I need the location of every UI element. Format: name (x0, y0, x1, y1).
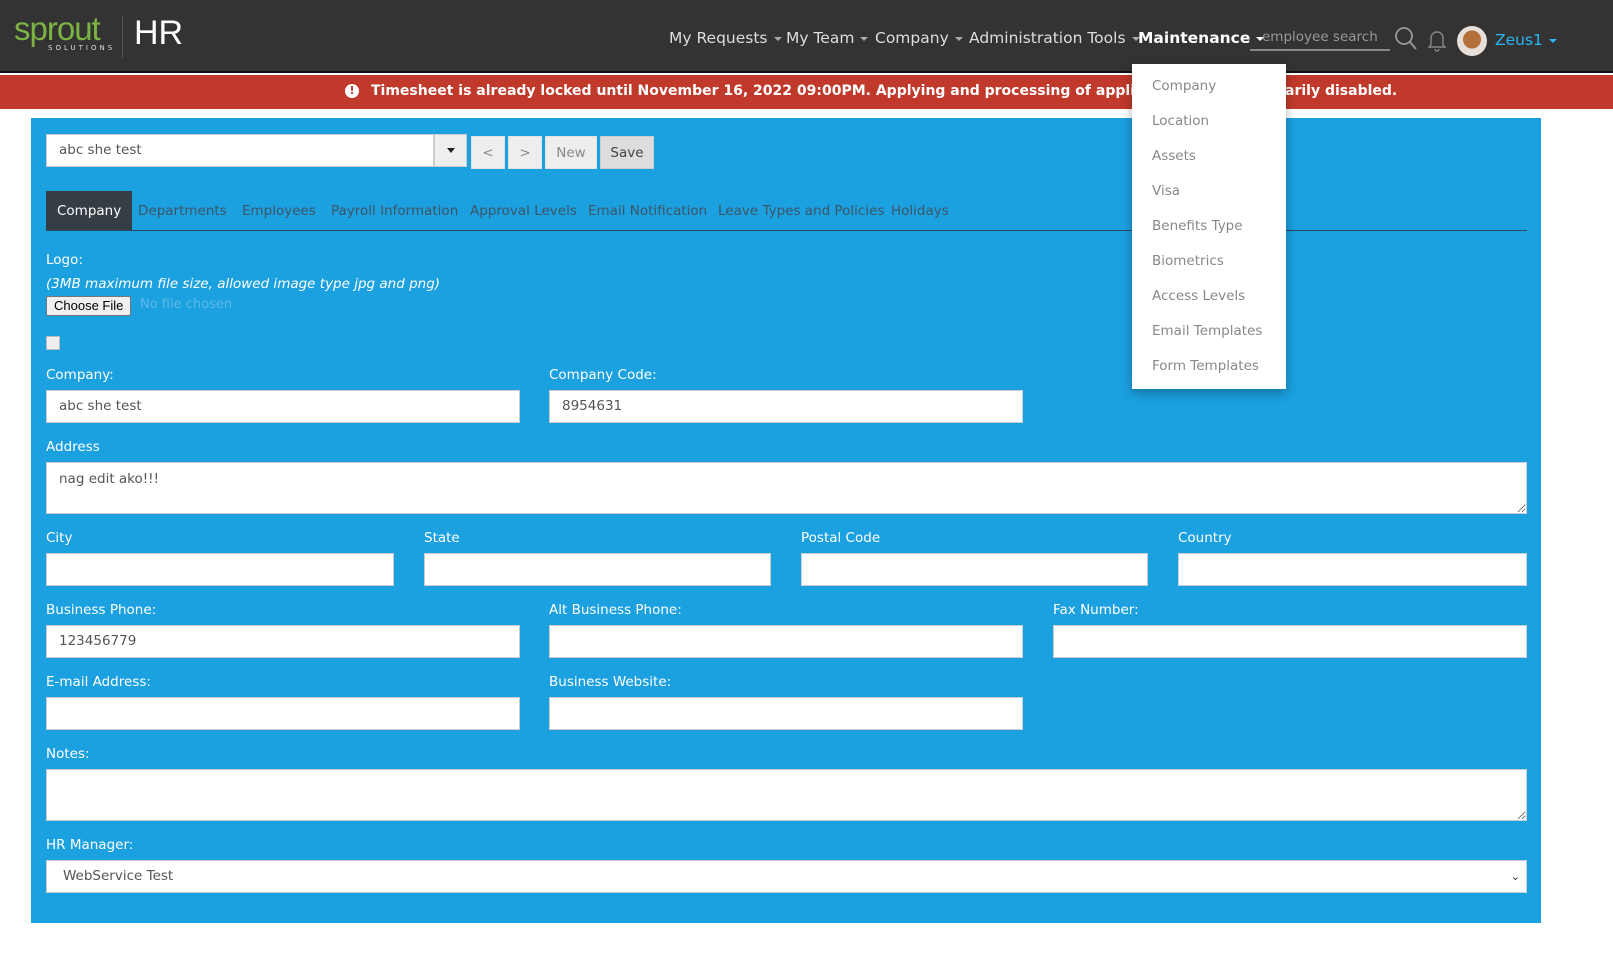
product-name: HR (134, 14, 184, 52)
nav-label: Company (875, 29, 949, 47)
state-label: State (424, 530, 460, 546)
tab-company[interactable]: Company (46, 191, 133, 231)
menu-item-email-templates[interactable]: Email Templates (1152, 323, 1263, 339)
caret-down-icon (1131, 36, 1140, 41)
country-input[interactable] (1178, 553, 1527, 586)
alert-icon: ! (345, 84, 359, 98)
company-code-label: Company Code: (549, 367, 657, 383)
caret-down-icon (773, 36, 782, 41)
top-navbar: sprout SOLUTIONS HR My Requests My Team … (0, 0, 1613, 73)
logo[interactable]: sprout (14, 10, 101, 47)
nav-company[interactable]: Company (875, 29, 963, 47)
bell-icon[interactable] (1427, 28, 1447, 52)
nav-maintenance[interactable]: Maintenance (1138, 29, 1265, 47)
email-input[interactable] (46, 697, 520, 730)
search-icon[interactable] (1394, 26, 1418, 52)
website-input[interactable] (549, 697, 1023, 730)
nav-label: Administration Tools (969, 29, 1126, 47)
logo-hint: (3MB maximum file size, allowed image ty… (46, 276, 441, 292)
chevron-down-icon: ⌄ (1510, 870, 1520, 883)
caret-down-icon (860, 36, 869, 41)
email-label: E-mail Address: (46, 674, 151, 690)
menu-item-access-levels[interactable]: Access Levels (1152, 288, 1246, 304)
tab-leave-types[interactable]: Leave Types and Policies (718, 203, 885, 219)
business-phone-label: Business Phone: (46, 602, 157, 618)
tab-approval-levels[interactable]: Approval Levels (470, 203, 577, 219)
logo-label: Logo: (46, 252, 83, 268)
caret-down-icon (1548, 38, 1557, 43)
caret-down-icon (954, 36, 963, 41)
company-code-input[interactable]: 8954631 (549, 390, 1023, 423)
menu-item-assets[interactable]: Assets (1152, 148, 1196, 164)
logo-subtitle: SOLUTIONS (48, 44, 116, 52)
user-menu[interactable]: Zeus1 (1495, 31, 1557, 49)
choose-file-button[interactable]: Choose File (46, 296, 132, 316)
alt-phone-label: Alt Business Phone: (549, 602, 682, 618)
hr-manager-value: WebService Test (63, 868, 174, 884)
logo-divider (122, 15, 123, 58)
tab-employees[interactable]: Employees (242, 203, 316, 219)
website-label: Business Website: (549, 674, 672, 690)
user-name: Zeus1 (1495, 31, 1543, 49)
tab-email-notification[interactable]: Email Notification (588, 203, 708, 219)
address-label: Address (46, 439, 100, 455)
menu-item-company[interactable]: Company (1152, 78, 1217, 94)
employee-search-input[interactable] (1250, 24, 1390, 51)
user-avatar[interactable] (1457, 26, 1487, 56)
nav-my-team[interactable]: My Team (786, 29, 869, 47)
new-button[interactable]: New (545, 136, 597, 169)
tabs-divider (46, 230, 1527, 231)
city-input[interactable] (46, 553, 394, 586)
business-phone-input[interactable]: 123456779 (46, 625, 520, 658)
broken-image-icon (46, 336, 60, 350)
country-label: Country (1178, 530, 1232, 546)
company-select[interactable]: abc she test (46, 134, 434, 167)
tab-holidays[interactable]: Holidays (891, 203, 949, 219)
hr-manager-select[interactable]: WebService Test ⌄ (46, 860, 1527, 893)
menu-item-benefits-type[interactable]: Benefits Type (1152, 218, 1243, 234)
company-label: Company: (46, 367, 114, 383)
no-file-text: No file chosen (140, 297, 233, 312)
company-input[interactable]: abc she test (46, 390, 520, 423)
timesheet-lock-banner: ! Timesheet is already locked until Nove… (0, 75, 1613, 109)
caret-down-icon (447, 148, 455, 153)
menu-item-visa[interactable]: Visa (1152, 183, 1180, 199)
nav-label: Maintenance (1138, 29, 1251, 47)
maintenance-dropdown-menu: Company Location Assets Visa Benefits Ty… (1132, 64, 1286, 389)
alt-phone-input[interactable] (549, 625, 1023, 658)
city-label: City (46, 530, 73, 546)
save-button[interactable]: Save (600, 136, 654, 169)
tab-departments[interactable]: Departments (138, 203, 227, 219)
menu-item-form-templates[interactable]: Form Templates (1152, 358, 1259, 374)
address-textarea[interactable]: nag edit ako!!! (46, 462, 1527, 514)
company-select-toggle[interactable] (434, 134, 467, 167)
menu-item-location[interactable]: Location (1152, 113, 1210, 129)
state-input[interactable] (424, 553, 771, 586)
postal-code-label: Postal Code (801, 530, 881, 546)
nav-administration-tools[interactable]: Administration Tools (969, 29, 1140, 47)
postal-code-input[interactable] (801, 553, 1148, 586)
nav-label: My Team (786, 29, 855, 47)
nav-label: My Requests (669, 29, 768, 47)
next-button[interactable]: > (508, 136, 542, 169)
notes-textarea[interactable] (46, 769, 1527, 821)
notes-label: Notes: (46, 746, 90, 762)
prev-button[interactable]: < (471, 136, 505, 169)
tab-payroll-information[interactable]: Payroll Information (331, 203, 459, 219)
menu-item-biometrics[interactable]: Biometrics (1152, 253, 1224, 269)
nav-my-requests[interactable]: My Requests (669, 29, 782, 47)
hr-manager-label: HR Manager: (46, 837, 134, 853)
fax-label: Fax Number: (1053, 602, 1139, 618)
fax-input[interactable] (1053, 625, 1527, 658)
